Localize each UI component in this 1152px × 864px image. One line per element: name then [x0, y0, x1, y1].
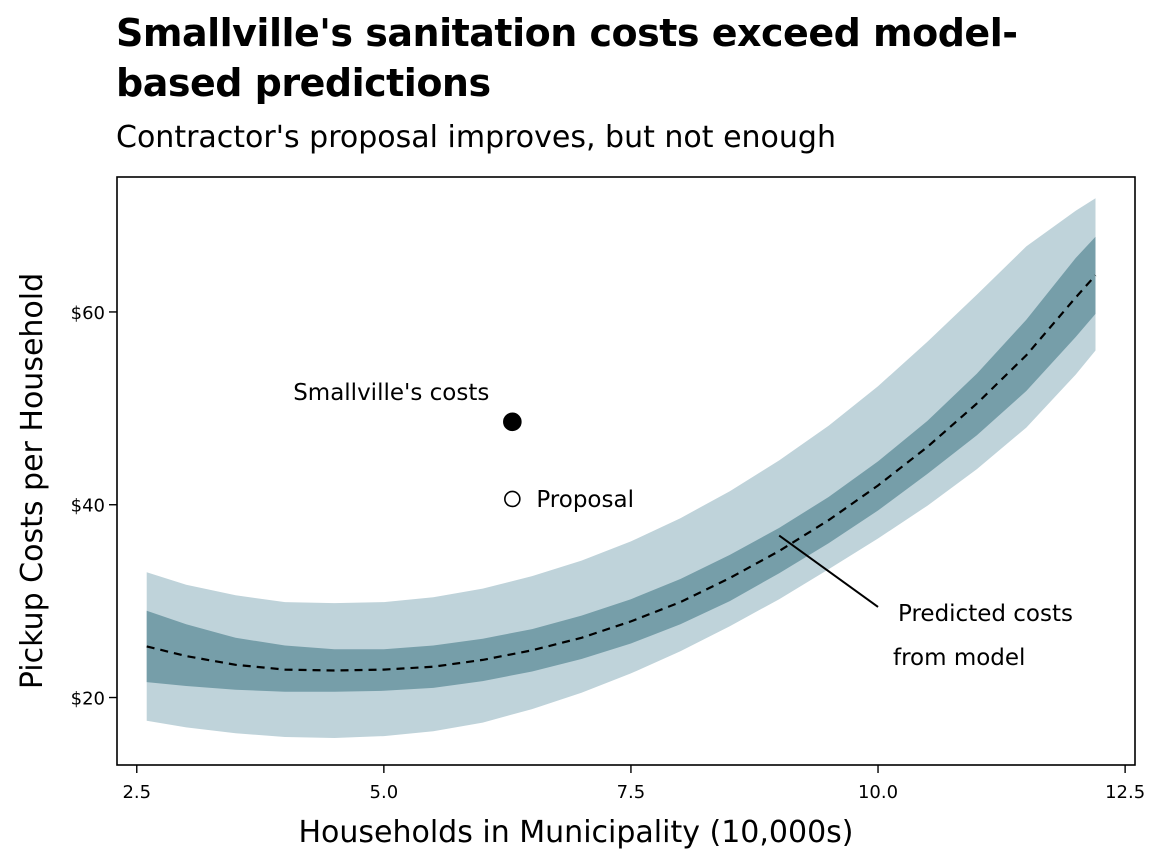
annotations: Smallville's costs Proposal Predicted cost…	[293, 380, 1073, 671]
proposal-point	[504, 490, 521, 508]
label-predicted-costs-line2: from model	[893, 645, 1025, 671]
y-axis-title: Pickup Costs per Household	[15, 273, 50, 689]
prediction-line-group	[146, 274, 1097, 672]
label-predicted-costs-line1: Predicted costs	[898, 601, 1073, 627]
x-axis-title: Households in Municipality (10,000s)	[298, 815, 853, 850]
plot-frame	[116, 176, 1136, 766]
outer-interval-band	[146, 198, 1096, 738]
y-tick-label: $20	[71, 689, 105, 710]
x-tick-label: 5.0	[370, 782, 399, 803]
y-tick-label: $60	[71, 303, 105, 324]
chart-subtitle: Contractor's proposal improves, but not …	[116, 120, 836, 155]
annotation-leader-line	[778, 534, 879, 608]
inner-interval-band	[146, 236, 1096, 692]
data-points	[503, 412, 522, 508]
x-tick-label: 10.0	[858, 782, 898, 803]
prediction-line	[146, 274, 1097, 672]
x-tick-label: 12.5	[1105, 782, 1145, 803]
y-tick-label: $40	[71, 496, 105, 517]
y-axis: $20 $40 $60	[71, 303, 117, 710]
x-tick-label: 7.5	[617, 782, 646, 803]
smallville-cost-point	[503, 412, 522, 432]
label-smallville-costs: Smallville's costs	[293, 380, 489, 406]
chart-title: Smallville's sanitation costs exceed mod…	[116, 11, 1018, 105]
x-tick-label: 2.5	[122, 782, 151, 803]
label-proposal: Proposal	[536, 487, 634, 513]
prediction-bands	[146, 198, 1096, 738]
x-axis: 2.5 5.0 7.5 10.0 12.5	[122, 765, 1145, 803]
